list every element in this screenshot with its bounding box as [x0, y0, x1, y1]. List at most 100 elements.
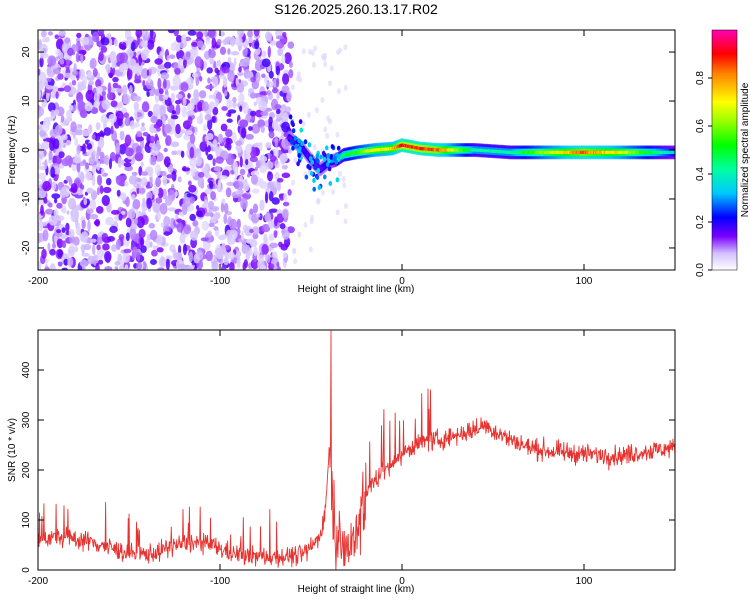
noise-blob — [42, 121, 50, 132]
noise-blob — [55, 124, 63, 136]
noise-blob — [148, 68, 152, 76]
noise-blob — [266, 90, 272, 96]
noise-blob — [72, 104, 77, 111]
noise-blob — [204, 163, 209, 171]
snr-xtick-label: -200 — [28, 576, 48, 587]
noise-blob — [204, 30, 208, 37]
noise-blob — [111, 209, 120, 215]
noise-blob — [155, 197, 163, 204]
noise-blob — [210, 191, 217, 201]
noise-blob — [61, 227, 66, 234]
noise-blob — [201, 101, 209, 112]
noise-blob — [146, 91, 150, 97]
noise-blob — [142, 80, 146, 88]
noise-blob — [303, 221, 308, 228]
noise-blob — [281, 172, 291, 179]
signal-fragment — [321, 150, 326, 156]
noise-blob — [109, 225, 118, 234]
noise-blob — [118, 234, 125, 240]
signal-fragment — [315, 153, 320, 159]
noise-blob — [286, 90, 292, 102]
noise-blob — [259, 181, 268, 189]
noise-blob — [54, 34, 60, 39]
noise-blob — [108, 113, 117, 123]
noise-blob — [268, 233, 275, 242]
noise-blob — [140, 40, 148, 48]
noise-blob — [75, 52, 80, 63]
noise-blob — [198, 90, 207, 99]
noise-blob — [219, 46, 227, 55]
noise-blob — [154, 58, 163, 65]
noise-blob — [267, 46, 271, 58]
noise-blob — [282, 112, 289, 124]
noise-blob — [50, 166, 55, 178]
noise-blob — [254, 40, 260, 50]
noise-blob — [150, 259, 157, 265]
noise-blob — [99, 151, 105, 159]
noise-blob — [186, 102, 195, 112]
noise-blob — [142, 132, 149, 137]
noise-blob — [250, 92, 257, 99]
noise-blob — [308, 246, 313, 253]
noise-blob — [247, 36, 254, 44]
noise-blob — [55, 231, 63, 237]
noise-blob — [229, 218, 238, 231]
noise-blob — [331, 189, 335, 195]
noise-blob — [231, 131, 237, 143]
noise-blob — [92, 31, 99, 43]
noise-blob — [67, 257, 74, 267]
noise-blob — [221, 106, 228, 111]
noise-blob — [138, 187, 146, 194]
noise-blob — [249, 208, 254, 215]
noise-blob — [131, 171, 138, 176]
noise-blob — [208, 94, 215, 100]
signal-fragment — [329, 154, 334, 159]
noise-blob — [38, 150, 45, 161]
noise-blob — [325, 132, 330, 139]
noise-blob — [66, 210, 70, 215]
noise-blob — [205, 35, 211, 45]
noise-blob — [224, 143, 229, 149]
noise-blob — [209, 57, 215, 65]
noise-blob — [250, 170, 260, 177]
noise-blob — [89, 198, 97, 211]
noise-blob — [140, 177, 148, 187]
noise-blob — [50, 109, 56, 116]
noise-blob — [275, 40, 285, 49]
noise-blob — [284, 52, 292, 65]
noise-blob — [134, 109, 138, 120]
noise-blob — [64, 155, 73, 166]
noise-blob — [260, 125, 265, 133]
signal-fragment — [313, 165, 317, 171]
noise-blob — [118, 101, 124, 109]
noise-blob — [84, 101, 93, 112]
noise-blob — [181, 204, 188, 215]
noise-blob — [242, 101, 249, 114]
noise-blob — [77, 222, 81, 234]
noise-blob — [188, 251, 193, 263]
noise-blob — [89, 213, 99, 220]
noise-blob — [205, 250, 213, 262]
signal-fragment — [333, 156, 337, 162]
noise-blob — [178, 211, 184, 216]
noise-blob — [146, 197, 152, 209]
noise-blob — [159, 170, 167, 177]
noise-blob — [255, 109, 264, 118]
noise-blob — [271, 120, 279, 130]
noise-blob — [219, 175, 228, 180]
noise-blob — [191, 41, 198, 47]
signal-fragment — [297, 153, 302, 158]
noise-blob — [122, 94, 131, 105]
noise-blob — [155, 176, 162, 188]
noise-blob — [176, 218, 183, 223]
noise-blob — [225, 137, 230, 144]
noise-blob — [138, 54, 143, 66]
noise-blob — [56, 238, 64, 249]
noise-blob — [87, 255, 95, 265]
noise-blob — [215, 146, 223, 154]
noise-blob — [204, 212, 211, 217]
noise-blob — [265, 81, 274, 88]
noise-blob — [234, 166, 239, 178]
noise-blob — [73, 63, 77, 75]
noise-blob — [248, 126, 253, 131]
